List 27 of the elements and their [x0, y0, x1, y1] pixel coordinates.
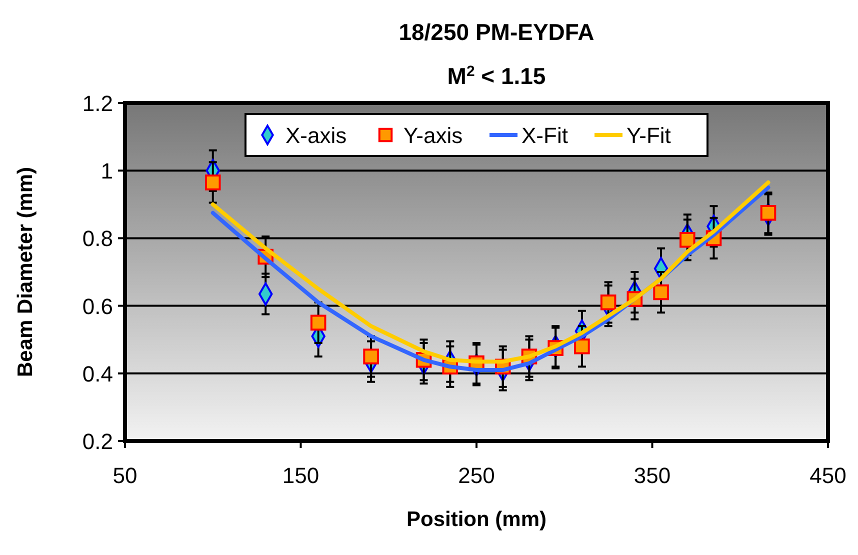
y-tick-label: 0.6: [82, 294, 113, 319]
y-axis-title: Beam Diameter (mm): [14, 166, 37, 378]
legend-label: Y-axis: [404, 123, 463, 148]
point: [760, 204, 776, 221]
point: [574, 338, 590, 354]
chart-subtitle: M$^{2}$ < 1.15: [447, 62, 546, 89]
y-tick-label: 0.8: [82, 226, 113, 252]
legend-label: Y-Fit: [626, 123, 671, 148]
x-tick-label: 450: [810, 463, 846, 488]
x-axis-title: Position (mm): [406, 508, 546, 531]
chart-title: 18/250 PM-EYDFA: [398, 19, 594, 45]
point: [680, 232, 696, 248]
point: [310, 314, 326, 331]
x-tick-label: 150: [282, 463, 320, 488]
x-tick-label: 250: [458, 463, 495, 488]
y-tick-label: 1: [100, 158, 113, 184]
point: [653, 284, 669, 300]
point: [204, 174, 221, 190]
point: [600, 294, 616, 310]
legend-label: X-Fit: [522, 123, 568, 148]
point: [363, 348, 379, 364]
x-tick-label: 50: [112, 463, 138, 488]
x-tick-label: 350: [634, 463, 671, 488]
y-tick-label: 0.2: [82, 429, 113, 454]
y-tick-label: 1.2: [82, 91, 113, 116]
legend-label: X-axis: [286, 123, 347, 148]
y-tick-label: 0.4: [82, 361, 113, 386]
